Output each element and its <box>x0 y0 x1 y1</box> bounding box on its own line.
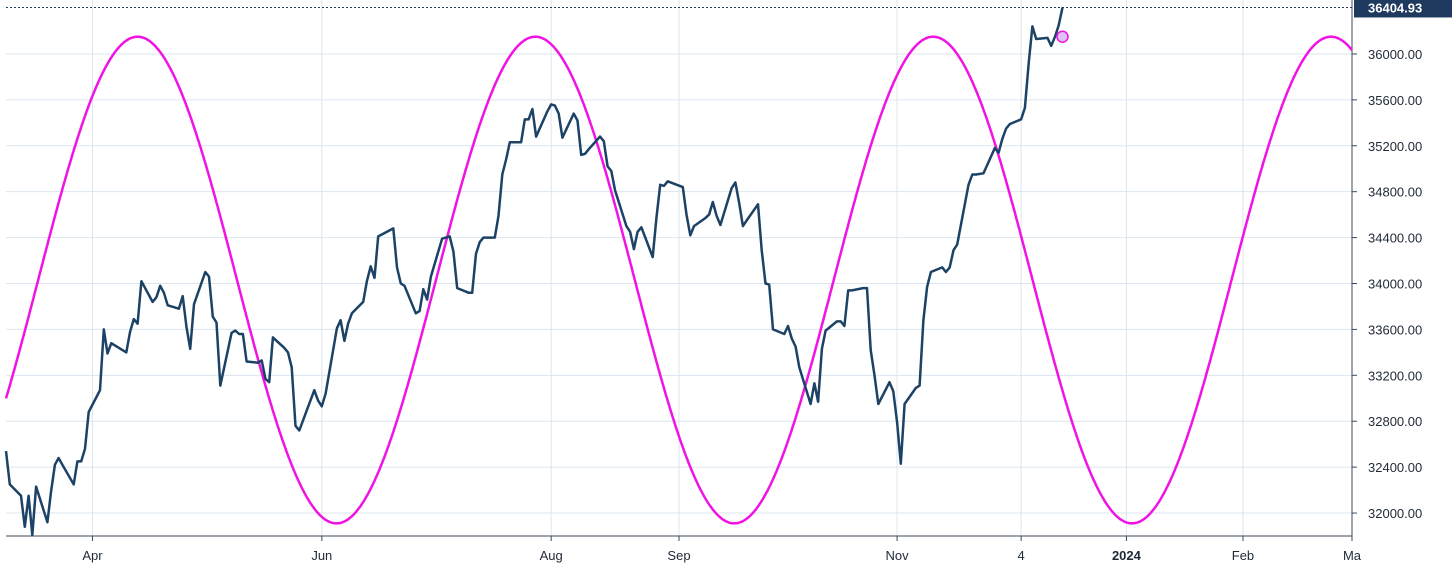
y-tick-label: 34400.00 <box>1368 231 1422 246</box>
x-tick-label: Sep <box>667 548 690 563</box>
x-tick-label: Jun <box>311 548 332 563</box>
x-tick-label: Apr <box>82 548 103 563</box>
y-tick-label: 32000.00 <box>1368 506 1422 521</box>
x-tick-label: Aug <box>540 548 563 563</box>
x-tick-label: Feb <box>1232 548 1254 563</box>
x-tick-label: 4 <box>1018 548 1025 563</box>
series-layer <box>4 7 1353 537</box>
x-tick-label: Ma <box>1343 548 1362 563</box>
cycle-marker <box>1056 30 1069 43</box>
y-tick-label: 32800.00 <box>1368 414 1422 429</box>
cycle-line <box>4 35 1353 525</box>
y-tick-label: 36000.00 <box>1368 47 1422 62</box>
price-layer: 36404.93 <box>6 0 1452 18</box>
y-tick-label: 34000.00 <box>1368 276 1422 291</box>
y-tick-label: 35600.00 <box>1368 93 1422 108</box>
grid-layer <box>6 0 1353 536</box>
axis-layer <box>6 0 1357 541</box>
last-price-label: 36404.93 <box>1368 0 1422 15</box>
y-tick-label: 34800.00 <box>1368 185 1422 200</box>
y-tick-label: 32400.00 <box>1368 460 1422 475</box>
y-tick-label: 33200.00 <box>1368 368 1422 383</box>
tick-layer: 32000.00 32400.00 32800.00 33200.00 33600.00… <box>82 47 1422 563</box>
y-tick-label: 35200.00 <box>1368 139 1422 154</box>
price-line <box>4 7 1064 537</box>
x-tick-label: Nov <box>886 548 910 563</box>
last-price-box <box>1354 0 1452 18</box>
x-tick-label: 2024 <box>1112 548 1142 563</box>
y-tick-label: 33600.00 <box>1368 322 1422 337</box>
